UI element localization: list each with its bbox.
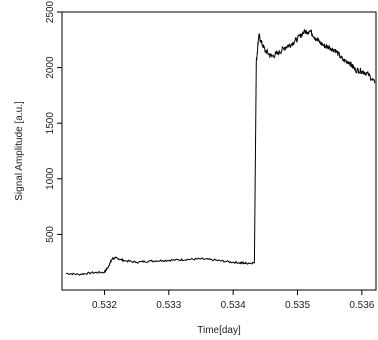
x-tick-label: 0.536: [349, 300, 374, 311]
x-axis: 0.532 0.533 0.534 0.535 0.536: [92, 290, 375, 311]
series-line: [65, 29, 376, 276]
series-group: [65, 29, 376, 276]
y-tick-label: 2500: [45, 0, 56, 23]
y-tick-label: 1500: [45, 112, 56, 135]
x-tick-label: 0.532: [92, 300, 117, 311]
y-axis-title: Signal Amplitude [a.u.]: [14, 101, 25, 201]
x-tick-label: 0.533: [156, 300, 181, 311]
x-axis-title: Time[day]: [197, 325, 241, 336]
x-tick-label: 0.534: [221, 300, 246, 311]
x-tick-label: 0.535: [285, 300, 310, 311]
y-axis: 500 1000 1500 2000 2500: [45, 0, 62, 243]
plot-frame: [61, 11, 377, 291]
y-tick-label: 1000: [45, 167, 56, 190]
y-tick-label: 500: [45, 226, 56, 243]
y-tick-label: 2000: [45, 56, 56, 79]
